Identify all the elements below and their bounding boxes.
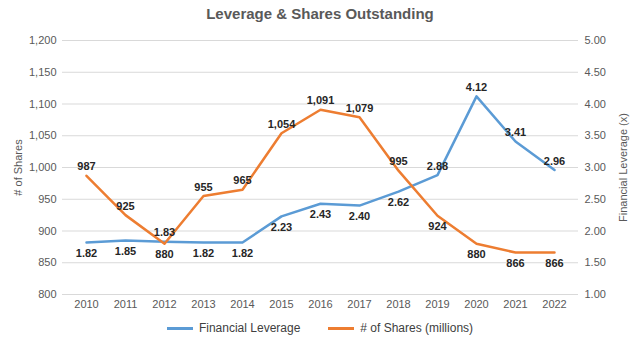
svg-text:924: 924	[428, 220, 447, 232]
svg-text:1.82: 1.82	[232, 247, 253, 259]
svg-text:4.50: 4.50	[585, 66, 606, 78]
svg-text:1,091: 1,091	[307, 94, 335, 106]
svg-text:880: 880	[467, 248, 485, 260]
svg-text:1,000: 1,000	[29, 161, 57, 173]
svg-text:2012: 2012	[152, 298, 176, 310]
svg-text:1,050: 1,050	[29, 129, 57, 141]
svg-text:2015: 2015	[269, 298, 293, 310]
svg-text:3.00: 3.00	[585, 161, 606, 173]
svg-text:2010: 2010	[74, 298, 98, 310]
svg-text:2.43: 2.43	[310, 208, 331, 220]
svg-text:955: 955	[194, 181, 212, 193]
svg-text:2.62: 2.62	[388, 196, 409, 208]
svg-text:880: 880	[155, 248, 173, 260]
svg-text:2022: 2022	[542, 298, 566, 310]
svg-text:2021: 2021	[503, 298, 527, 310]
svg-text:1,150: 1,150	[29, 66, 57, 78]
svg-text:2020: 2020	[464, 298, 488, 310]
svg-text:1,200: 1,200	[29, 34, 57, 46]
svg-text:925: 925	[116, 200, 134, 212]
svg-text:1.82: 1.82	[193, 247, 214, 259]
svg-text:1,079: 1,079	[346, 102, 374, 114]
svg-text:866: 866	[506, 257, 524, 269]
svg-text:800: 800	[38, 288, 56, 300]
svg-text:3.41: 3.41	[505, 126, 526, 138]
svg-text:4.00: 4.00	[585, 98, 606, 110]
html-text:Financial Leverage: Financial Leverage	[198, 321, 301, 335]
svg-text:2.40: 2.40	[349, 210, 370, 222]
svg-text:1.50: 1.50	[585, 256, 606, 268]
svg-text:866: 866	[545, 257, 563, 269]
svg-text:2014: 2014	[230, 298, 254, 310]
svg-text:2016: 2016	[308, 298, 332, 310]
svg-text:2019: 2019	[425, 298, 449, 310]
svg-text:Financial Leverage (x): Financial Leverage (x)	[617, 113, 629, 222]
svg-text:2.23: 2.23	[271, 221, 292, 233]
svg-text:1,054: 1,054	[268, 118, 296, 130]
svg-text:850: 850	[38, 256, 56, 268]
svg-text:1.83: 1.83	[154, 226, 175, 238]
svg-text:1.00: 1.00	[585, 288, 606, 300]
html-text:# of Shares (millions): # of Shares (millions)	[360, 321, 474, 335]
svg-text:987: 987	[77, 160, 95, 172]
svg-text:1.82: 1.82	[76, 247, 97, 259]
svg-text:965: 965	[233, 174, 251, 186]
svg-text:# of Shares: # of Shares	[12, 139, 24, 196]
svg-text:3.50: 3.50	[585, 129, 606, 141]
svg-text:5.00: 5.00	[585, 34, 606, 46]
svg-text:2.50: 2.50	[585, 193, 606, 205]
svg-text:995: 995	[389, 155, 407, 167]
svg-text:2.00: 2.00	[585, 225, 606, 237]
svg-text:2013: 2013	[191, 298, 215, 310]
svg-text:1.85: 1.85	[115, 245, 136, 257]
svg-text:4.12: 4.12	[466, 81, 487, 93]
svg-text:2018: 2018	[386, 298, 410, 310]
svg-text:2011: 2011	[114, 298, 138, 310]
svg-text:2017: 2017	[347, 298, 371, 310]
html-text:Leverage & Shares Outstanding: Leverage & Shares Outstanding	[206, 5, 434, 22]
svg-text:900: 900	[38, 225, 56, 237]
svg-text:2.96: 2.96	[544, 155, 565, 167]
svg-text:2.88: 2.88	[427, 160, 448, 172]
svg-text:950: 950	[38, 193, 56, 205]
svg-text:1,100: 1,100	[29, 98, 57, 110]
